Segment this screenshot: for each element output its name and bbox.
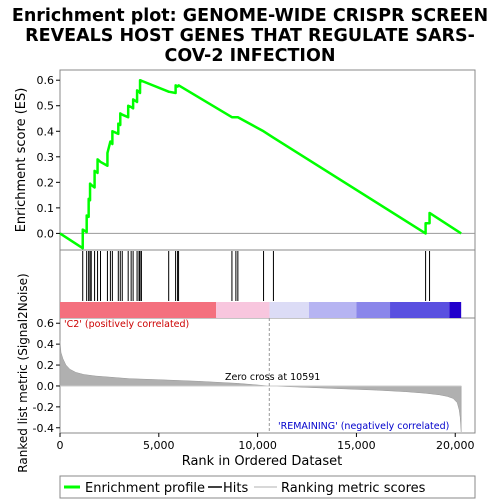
heat-segment	[356, 302, 391, 318]
legend-enrichment-profile-label: Enrichment profile	[85, 481, 205, 496]
metric-ytick-label: -0.2	[33, 401, 54, 414]
metric-y-axis: -0.4 -0.2 0.0 0.2 0.4 0.6	[33, 317, 60, 435]
es-y-axis: 0.0 0.1 0.2 0.3 0.4 0.5 0.6	[37, 74, 60, 240]
zero-cross-label: Zero cross at 10591	[225, 372, 320, 383]
es-curve	[59, 78, 462, 250]
es-ytick-label: 0.3	[37, 151, 55, 164]
rank-heatmap-bar	[60, 302, 462, 318]
es-panel-frame	[59, 69, 476, 251]
metric-ylabel: Ranked list metric (Signal2Noise)	[16, 273, 30, 472]
positive-correlation-label: 'C2' (positively correlated)	[64, 319, 189, 330]
heat-segment	[269, 302, 309, 318]
metric-ytick-label: 0.2	[37, 359, 55, 372]
heat-segment	[216, 302, 270, 318]
legend: Enrichment profile Hits Ranking metric s…	[59, 475, 476, 499]
legend-ranking-metric-label: Ranking metric scores	[281, 481, 426, 496]
es-ylabel: Enrichment score (ES)	[14, 88, 29, 233]
metric-ytick-label: 0.0	[37, 380, 55, 393]
es-ytick-label: 0.6	[37, 74, 55, 87]
es-ytick-label: 0.5	[37, 100, 55, 113]
es-ytick-label: 0.0	[37, 227, 55, 240]
x-axis-label: Rank in Ordered Dataset	[182, 454, 343, 469]
xtick-label: 10,000	[238, 439, 277, 452]
enrichment-profile	[59, 78, 462, 250]
metric-panel-frame	[59, 317, 476, 434]
title-line-1: Enrichment plot: GENOME-WIDE CRISPR SCRE…	[12, 6, 488, 26]
heat-segment	[390, 302, 450, 318]
es-ytick-label: 0.2	[37, 176, 55, 189]
xtick-label: 5,000	[143, 439, 175, 452]
title-line-3: COV-2 INFECTION	[165, 46, 336, 66]
heat-segment	[449, 302, 462, 318]
es-ytick-label: 0.4	[37, 125, 55, 138]
es-ytick-label: 0.1	[37, 202, 55, 215]
metric-ytick-label: 0.6	[37, 317, 55, 330]
hits-markers	[82, 251, 431, 301]
legend-hits-label: Hits	[223, 481, 248, 496]
xtick-label: 0	[57, 439, 64, 452]
xtick-label: 15,000	[337, 439, 376, 452]
heat-segment	[309, 302, 357, 318]
heat-segment	[60, 302, 217, 318]
negative-correlation-label: 'REMAINING' (negatively correlated)	[278, 421, 449, 432]
metric-ytick-label: -0.4	[33, 422, 54, 435]
chart-title: Enrichment plot: GENOME-WIDE CRISPR SCRE…	[12, 6, 488, 66]
xtick-label: 20,000	[436, 439, 475, 452]
metric-ytick-label: 0.4	[37, 338, 55, 351]
title-line-2: REVEALS HOST GENES THAT REGULATE SARS-	[25, 26, 475, 46]
x-axis: 0 5,000 10,000 15,000 20,000	[57, 433, 475, 452]
